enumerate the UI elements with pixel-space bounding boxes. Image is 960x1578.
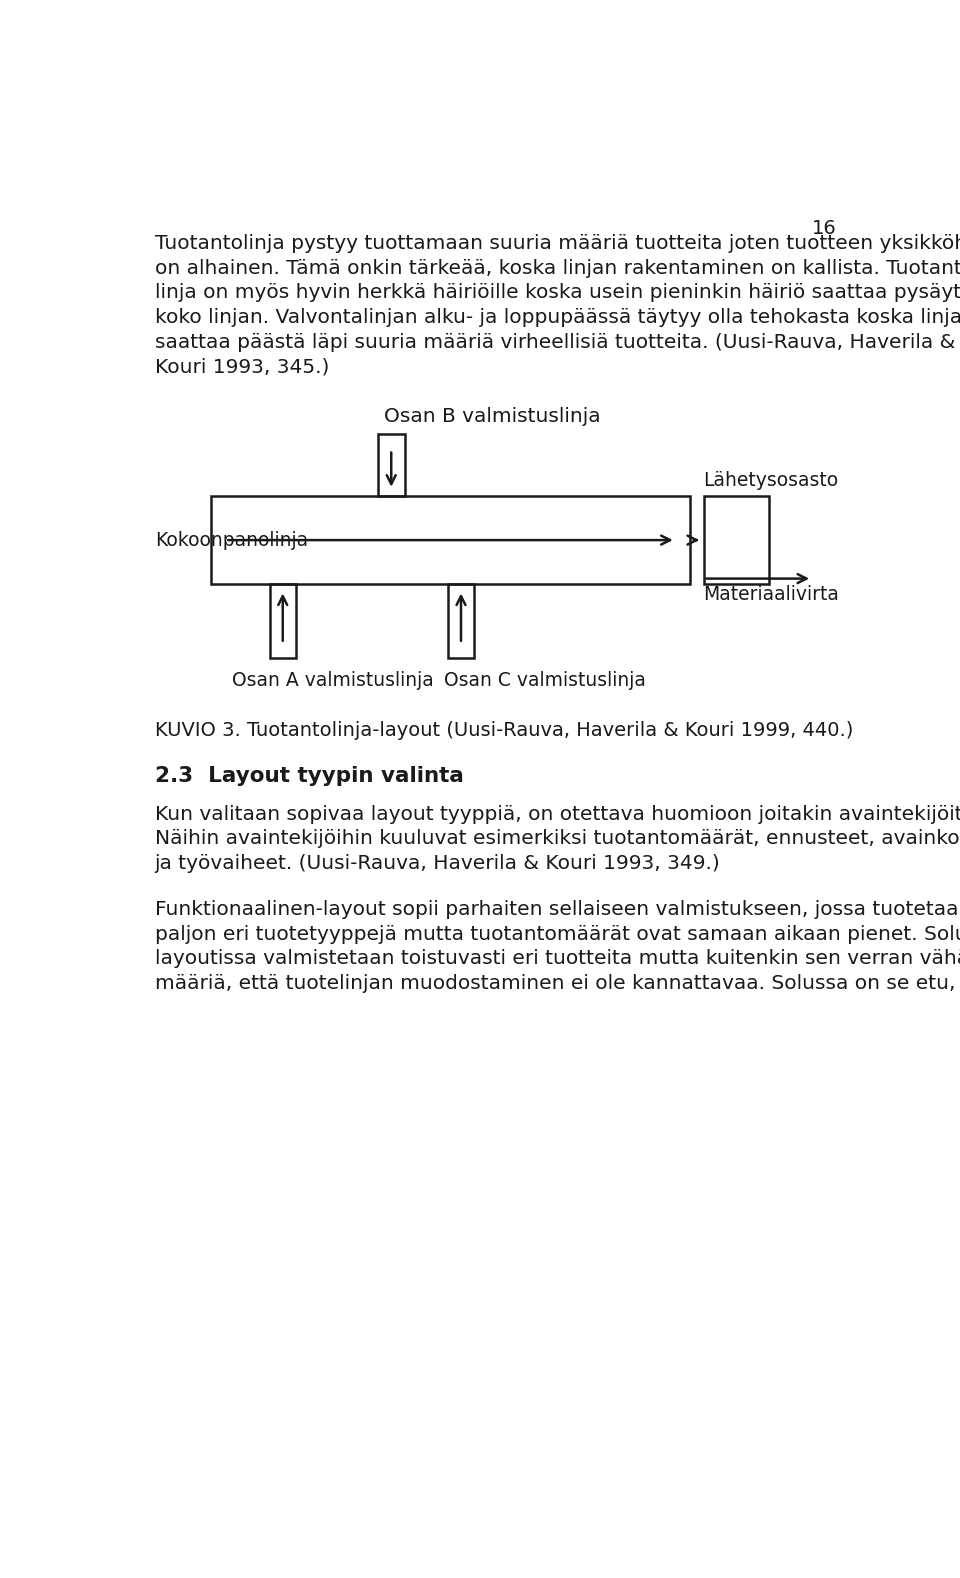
- Text: saattaa päästä läpi suuria määriä virheellisiä tuotteita. (Uusi-Rauva, Haverila : saattaa päästä läpi suuria määriä virhee…: [155, 333, 955, 352]
- Text: Näihin avaintekijöihin kuuluvat esimerkiksi tuotantomäärät, ennusteet, avainkone: Näihin avaintekijöihin kuuluvat esimerki…: [155, 828, 960, 849]
- Text: 16: 16: [812, 219, 837, 238]
- Text: 2.3  Layout tyypin valinta: 2.3 Layout tyypin valinta: [155, 765, 464, 786]
- Text: KUVIO 3. Tuotantolinja-layout (Uusi-Rauva, Haverila & Kouri 1999, 440.): KUVIO 3. Tuotantolinja-layout (Uusi-Rauv…: [155, 721, 853, 740]
- Text: Materiaalivirta: Materiaalivirta: [704, 585, 839, 604]
- Text: Osan B valmistuslinja: Osan B valmistuslinja: [384, 407, 600, 426]
- Text: määriä, että tuotelinjan muodostaminen ei ole kannattavaa. Solussa on se etu,: määriä, että tuotelinjan muodostaminen e…: [155, 974, 955, 993]
- Text: on alhainen. Tämä onkin tärkeää, koska linjan rakentaminen on kallista. Tuotanto: on alhainen. Tämä onkin tärkeää, koska l…: [155, 259, 960, 278]
- Text: Osan C valmistuslinja: Osan C valmistuslinja: [444, 671, 646, 691]
- Text: koko linjan. Valvontalinjan alku- ja loppupäässä täytyy olla tehokasta koska lin: koko linjan. Valvontalinjan alku- ja lop…: [155, 308, 960, 327]
- Text: paljon eri tuotetyyppejä mutta tuotantomäärät ovat samaan aikaan pienet. Solu-: paljon eri tuotetyyppejä mutta tuotantom…: [155, 925, 960, 944]
- Text: Tuotantolinja pystyy tuottamaan suuria määriä tuotteita joten tuotteen yksikköhi: Tuotantolinja pystyy tuottamaan suuria m…: [155, 234, 960, 252]
- Text: Kokoonpanolinja: Kokoonpanolinja: [155, 530, 308, 549]
- Bar: [447, 584, 474, 658]
- Bar: [704, 495, 770, 584]
- Text: Funktionaalinen-layout sopii parhaiten sellaiseen valmistukseen, jossa tuotetaan: Funktionaalinen-layout sopii parhaiten s…: [155, 899, 960, 918]
- Bar: [378, 434, 405, 495]
- Text: ja työvaiheet. (Uusi-Rauva, Haverila & Kouri 1993, 349.): ja työvaiheet. (Uusi-Rauva, Haverila & K…: [155, 854, 721, 873]
- Text: Osan A valmistuslinja: Osan A valmistuslinja: [232, 671, 434, 691]
- Bar: [211, 495, 689, 584]
- Text: Lähetysosasto: Lähetysosasto: [704, 470, 839, 489]
- Text: layoutissa valmistetaan toistuvasti eri tuotteita mutta kuitenkin sen verran väh: layoutissa valmistetaan toistuvasti eri …: [155, 950, 960, 969]
- Bar: [270, 584, 296, 658]
- Text: Kouri 1993, 345.): Kouri 1993, 345.): [155, 357, 329, 376]
- Text: linja on myös hyvin herkkä häiriöille koska usein pieninkin häiriö saattaa pysäy: linja on myös hyvin herkkä häiriöille ko…: [155, 284, 960, 303]
- Text: Kun valitaan sopivaa layout tyyppiä, on otettava huomioon joitakin avaintekijöit: Kun valitaan sopivaa layout tyyppiä, on …: [155, 805, 960, 824]
